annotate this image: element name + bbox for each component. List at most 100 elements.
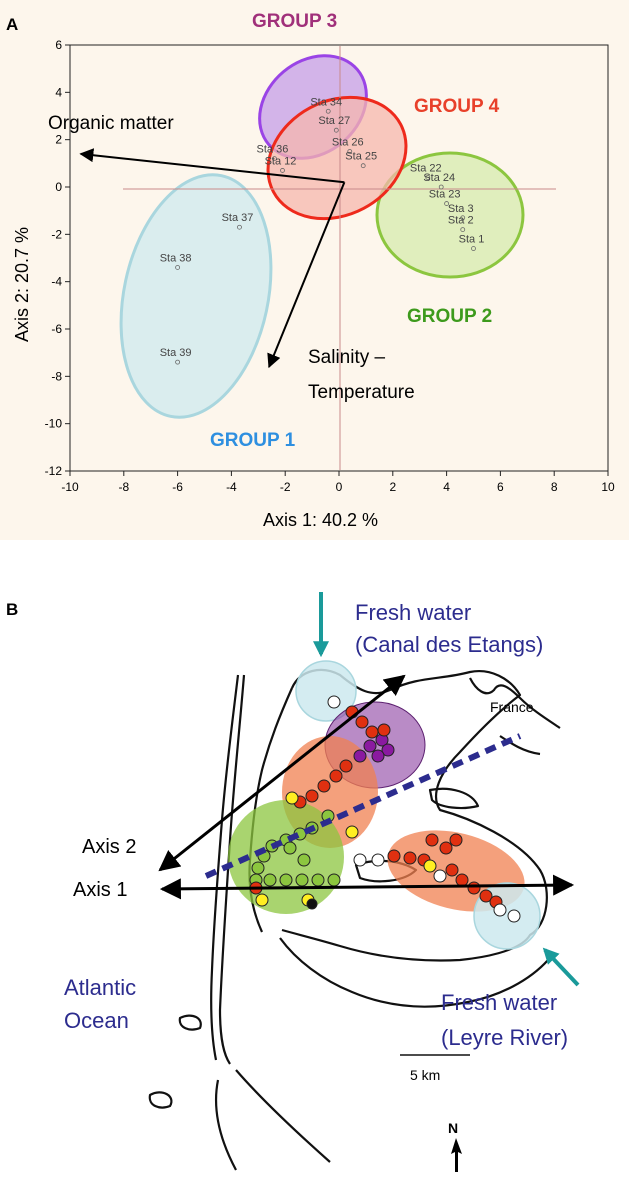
- atlantic-line2: Ocean: [64, 1008, 129, 1033]
- north-arrow-icon: [451, 1138, 462, 1172]
- vector-label-organic-matter: Organic matter: [48, 113, 174, 134]
- x-tick-label: -2: [280, 480, 291, 494]
- y-tick-label: -4: [51, 275, 62, 289]
- station-point: [471, 246, 476, 251]
- map-station-dot: [365, 725, 379, 739]
- map-station-dot: [251, 861, 265, 875]
- map-station-dot: [285, 791, 299, 805]
- station-label: Sta 22: [410, 163, 442, 175]
- y-tick-label: 0: [55, 180, 62, 194]
- arcachon-map: B 5 km N: [6, 592, 580, 1172]
- map-station-dot: [283, 841, 297, 855]
- map-station-dot: [327, 695, 341, 709]
- y-tick-label: 6: [55, 38, 62, 52]
- map-axis-2-arrow: [158, 674, 406, 872]
- group-4-label: GROUP 4: [414, 96, 500, 117]
- station-point: [360, 163, 366, 169]
- scale-label: 5 km: [410, 1067, 440, 1083]
- pca-chart: A -10 -8 -6 -4 -2 0 2 4 6 8 10 -12-10-8-6-4-20246 …: [6, 11, 615, 530]
- map-axis-2-label: Axis 2: [82, 836, 136, 858]
- x-tick-label: 0: [336, 480, 343, 494]
- x-tick-label: 2: [389, 480, 396, 494]
- x-tick-label: -4: [226, 480, 237, 494]
- y-tick-label: -2: [51, 227, 62, 241]
- map-station-dot: [371, 853, 385, 867]
- map-station-dot: [327, 873, 341, 887]
- map-station-dot: [363, 739, 377, 753]
- panel-label-a: A: [6, 15, 18, 34]
- map-station-dot: [339, 759, 353, 773]
- station-point: [333, 127, 339, 133]
- station-label: Sta 27: [318, 115, 350, 127]
- fresh-water-north-line2: (Canal des Etangs): [355, 632, 543, 657]
- map-station-dot: [295, 873, 309, 887]
- variable-vector: [267, 181, 346, 369]
- station-point: [325, 108, 331, 114]
- group-2-ellipse: [375, 151, 525, 279]
- north-label: N: [448, 1120, 458, 1136]
- map-station-dot: [449, 833, 463, 847]
- y-tick-label: -8: [51, 369, 62, 383]
- map-axis-1-arrow: [159, 874, 575, 900]
- variable-vector: [79, 148, 345, 184]
- map-station-dot: [445, 863, 459, 877]
- station-point: [460, 227, 466, 233]
- map-axis-1-label: Axis 1: [73, 879, 127, 901]
- y-tick-label: 4: [55, 85, 62, 99]
- y-tick-label: 2: [55, 133, 62, 147]
- map-station-dot: [423, 859, 437, 873]
- vector-label-salinity-line1: Salinity –: [308, 347, 386, 368]
- station-point: [444, 201, 450, 206]
- x-axis-title: Axis 1: 40.2 %: [263, 510, 378, 530]
- panel-label-b: B: [6, 600, 18, 619]
- variable-vectors: [79, 148, 346, 369]
- station-label: Sta 39: [160, 347, 192, 359]
- station-label: Sta 34: [310, 96, 342, 108]
- map-station-dot: [297, 853, 311, 867]
- group-4-ellipse: [266, 95, 408, 221]
- atlantic-line1: Atlantic: [64, 975, 136, 1000]
- station-point: [425, 175, 431, 180]
- map-station-dot: [317, 779, 331, 793]
- map-station-dot: [311, 873, 325, 887]
- map-station-dot: [279, 873, 293, 887]
- fresh-water-south-arrow: [542, 947, 580, 987]
- x-tick-label: -6: [172, 480, 183, 494]
- y-tick-label: -6: [51, 322, 62, 336]
- map-station-dot: [355, 715, 369, 729]
- station-label: Sta 25: [345, 151, 377, 163]
- station-label: Sta 2: [448, 215, 474, 227]
- panel-a: A -10 -8 -6 -4 -2 0 2 4 6 8 10 -12 -10 -8 -6 -4 -2 0 2 4 6 …: [0, 0, 629, 540]
- station-point: [272, 156, 277, 162]
- map-station-dot: [439, 841, 453, 855]
- map-station-dot: [305, 789, 319, 803]
- map-station-dot: [255, 893, 269, 907]
- station-point: [460, 215, 466, 221]
- group-1-ellipse: [119, 173, 273, 419]
- group-3-label: GROUP 3: [252, 11, 337, 32]
- map-station-dot: [329, 769, 343, 783]
- x-tick-label: 10: [601, 480, 615, 494]
- station-point: [280, 168, 285, 173]
- x-tick-label: 8: [551, 480, 558, 494]
- map-station-dot: [493, 903, 507, 917]
- map-station-dot: [455, 873, 469, 887]
- france-label: France: [490, 699, 534, 715]
- x-axis-ticks: -10 -8 -6 -4 -2 0 2 4 6 8 10: [61, 471, 615, 494]
- station-points: Sta 37 Sta 38 Sta 39 Sta 34 Sta 36 Sta 27 Sta …: [160, 96, 485, 365]
- station-point: [347, 149, 353, 154]
- vector-label-salinity-line2: Temperature: [308, 382, 415, 403]
- map-station-dot: [433, 869, 447, 883]
- y-tick-label: -10: [45, 417, 63, 431]
- map-station-dot: [377, 723, 391, 737]
- y-axis-title: Axis 2: 20.7 %: [12, 227, 32, 342]
- station-label: Sta 37: [222, 212, 254, 224]
- y-tick-label: -12: [45, 464, 63, 478]
- map-station-dot: [507, 909, 521, 923]
- station-label: Sta 38: [160, 252, 192, 264]
- station-label: Sta 1: [459, 234, 485, 246]
- panel-b: B 5 km N: [0, 540, 629, 1172]
- map-station-dot: [263, 873, 277, 887]
- station-label: Sta 26: [332, 137, 364, 149]
- station-point: [237, 224, 242, 230]
